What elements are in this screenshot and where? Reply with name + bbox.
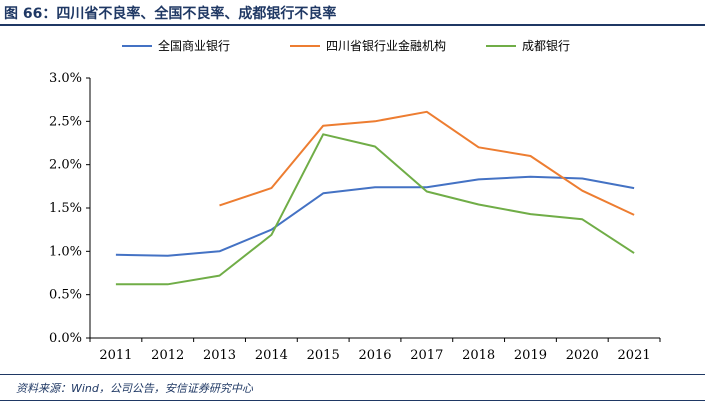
y-tick-label: 0.0% (49, 331, 82, 346)
x-tick-label: 2014 (255, 348, 288, 363)
source-note: 资料来源：Wind，公司公告，安信证券研究中心 (16, 382, 253, 395)
legend-label-2: 成都银行 (522, 39, 570, 53)
line-chart: 全国商业银行 四川省银行业金融机构 成都银行 0.0% 0.5% 1.0% 1.5% 2.0… (49, 38, 661, 363)
x-tick-label: 2016 (358, 348, 391, 363)
x-tick-label: 2017 (410, 348, 443, 363)
y-tick-label: 2.0% (49, 158, 82, 173)
x-tick-label: 2020 (566, 348, 599, 363)
series-lines (115, 110, 635, 286)
y-tick-label: 1.5% (49, 201, 82, 216)
x-tick-label: 2021 (618, 348, 651, 363)
series-line-2 (115, 133, 635, 286)
x-tick-label: 2015 (307, 348, 340, 363)
y-tick-label: 0.5% (49, 288, 82, 303)
bottom-rule (0, 400, 705, 401)
figure-title: 图 66：四川省不良率、全国不良率、成都银行不良率 (4, 6, 337, 22)
y-tick-label: 1.0% (49, 244, 82, 259)
source-rule (0, 374, 705, 375)
title-rule (0, 24, 705, 26)
x-tick-label: 2018 (462, 348, 495, 363)
axes: 0.0% 0.5% 1.0% 1.5% 2.0% 2.5% 3.0% 2011 2012 2013… (49, 71, 661, 363)
x-tick-label: 2019 (514, 348, 547, 363)
legend-label-0: 全国商业银行 (158, 38, 230, 53)
y-tick-label: 3.0% (49, 71, 82, 86)
series-line-0 (115, 175, 635, 257)
legend: 全国商业银行 四川省银行业金融机构 成都银行 (122, 38, 570, 53)
x-tick-label: 2012 (151, 348, 184, 363)
y-tick-label: 2.5% (49, 114, 82, 129)
x-tick-label: 2013 (203, 348, 236, 363)
legend-label-1: 四川省银行业金融机构 (326, 38, 446, 53)
x-tick-label: 2011 (99, 348, 132, 363)
series-line-1 (219, 110, 635, 216)
